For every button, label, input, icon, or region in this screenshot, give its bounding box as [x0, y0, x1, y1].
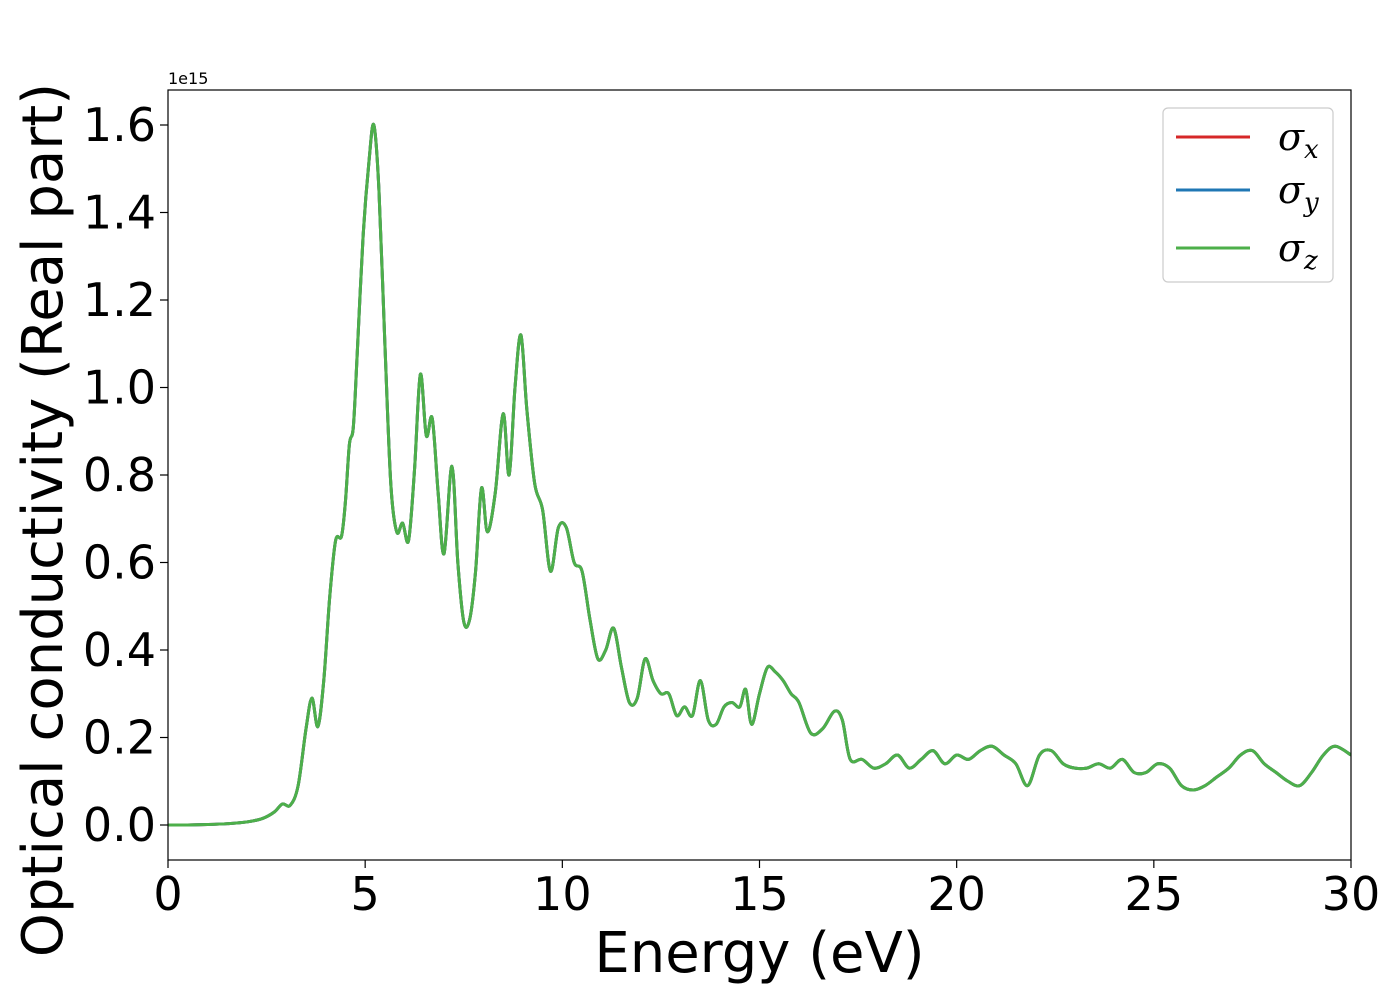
y-tick-label: 0.0 — [83, 798, 156, 852]
x-tick-label: 0 — [153, 867, 182, 921]
y-tick-label: 1.6 — [83, 98, 156, 152]
legend-label-z: σz — [1278, 226, 1318, 276]
y-tick-label: 0.4 — [83, 623, 156, 677]
y-axis-label: Optical conductivity (Real part) — [11, 83, 76, 957]
x-axis-label: Energy (eV) — [594, 921, 924, 986]
legend-label-y: σy — [1278, 168, 1319, 218]
y-offset-label: 1e15 — [168, 69, 208, 88]
y-tick-label: 0.8 — [83, 448, 156, 502]
x-tick-label: 5 — [351, 867, 380, 921]
x-tick-label: 20 — [927, 867, 986, 921]
plot-curves — [168, 122, 1351, 827]
x-tick-label: 30 — [1322, 867, 1381, 921]
legend-label-x: σx — [1278, 115, 1319, 165]
y-tick-label: 1.4 — [83, 186, 156, 240]
x-axis-ticks: 0 5 10 15 20 25 30 — [153, 860, 1380, 921]
y-axis-ticks: 0.0 0.2 0.4 0.6 0.8 1.0 1.2 1.4 1.6 — [83, 98, 168, 852]
x-tick-label: 15 — [730, 867, 789, 921]
y-tick-label: 0.2 — [83, 711, 156, 765]
y-tick-label: 1.0 — [83, 361, 156, 415]
x-tick-label: 10 — [533, 867, 592, 921]
y-tick-label: 0.6 — [83, 536, 156, 590]
x-tick-label: 25 — [1125, 867, 1184, 921]
legend-box — [1162, 107, 1334, 283]
y-tick-label: 1.2 — [83, 273, 156, 327]
series-line-z — [168, 122, 1351, 827]
